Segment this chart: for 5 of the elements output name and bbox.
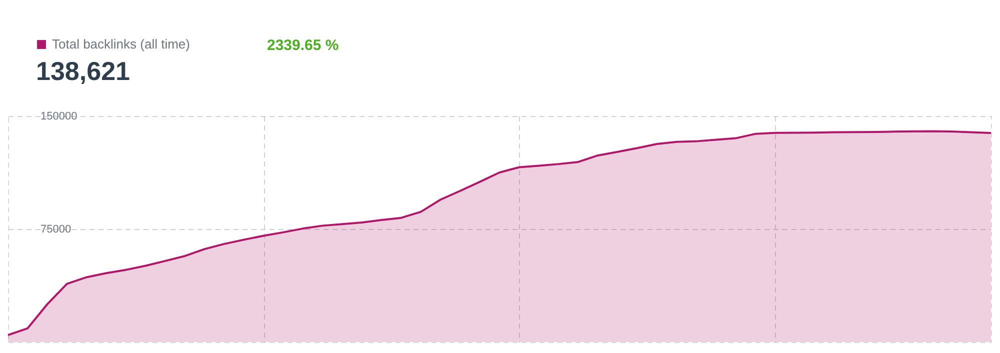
y-tick-label: 75000	[40, 224, 72, 236]
text: 138,621	[36, 56, 130, 86]
legend-label: Total backlinks (all time)	[52, 36, 190, 52]
y-tick-label: 150000	[40, 110, 78, 122]
text: 2339.65 %	[267, 37, 339, 54]
